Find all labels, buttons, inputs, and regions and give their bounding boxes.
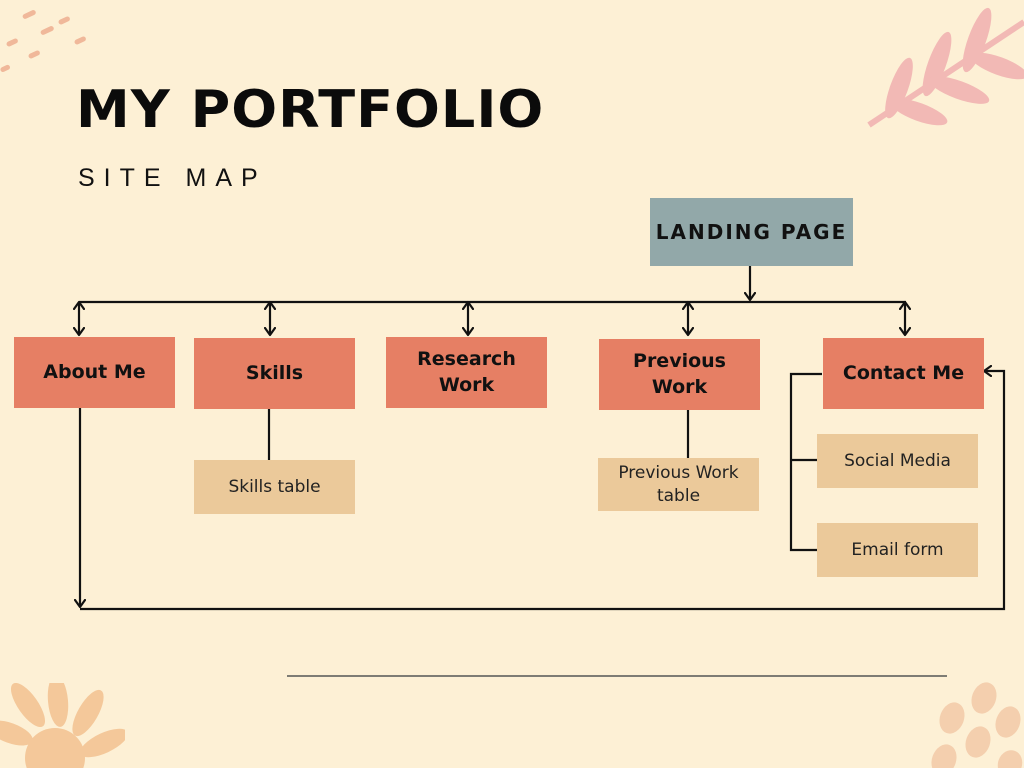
about-me-label: About Me — [43, 360, 146, 383]
previous-work-label: Previous Work — [633, 349, 726, 398]
page-subtitle: SITE MAP — [78, 164, 267, 192]
research-work-node: Research Work — [386, 337, 547, 408]
social-media-label: Social Media — [844, 450, 951, 471]
email-form-label: Email form — [851, 539, 944, 560]
research-work-label: Research Work — [417, 347, 516, 396]
connector-loop-to-contact — [80, 371, 1006, 611]
email-form-node: Email form — [817, 523, 978, 577]
skills-table-node: Skills table — [194, 460, 355, 514]
landing-page-label: LANDING PAGE — [655, 219, 848, 244]
skills-table-label: Skills table — [228, 476, 321, 497]
leaf-decoration-top-right — [867, 7, 1024, 128]
page-title: MY PORTFOLIO — [76, 79, 545, 140]
connector-contact-bracket — [789, 372, 822, 552]
contact-me-label: Contact Me — [842, 361, 965, 384]
skills-label: Skills — [245, 361, 304, 384]
social-media-node: Social Media — [817, 434, 978, 488]
flower-decoration-bottom-left — [0, 683, 125, 768]
previous-work-table-label: Previous Work table — [618, 462, 739, 506]
contact-me-node: Contact Me — [823, 338, 984, 409]
leaf-decoration-top-left — [0, 10, 86, 73]
about-me-node: About Me — [14, 337, 175, 408]
previous-work-node: Previous Work — [599, 339, 760, 410]
skills-node: Skills — [194, 338, 355, 409]
landing-page-node: LANDING PAGE — [650, 198, 853, 266]
previous-work-table-node: Previous Work table — [598, 458, 759, 511]
